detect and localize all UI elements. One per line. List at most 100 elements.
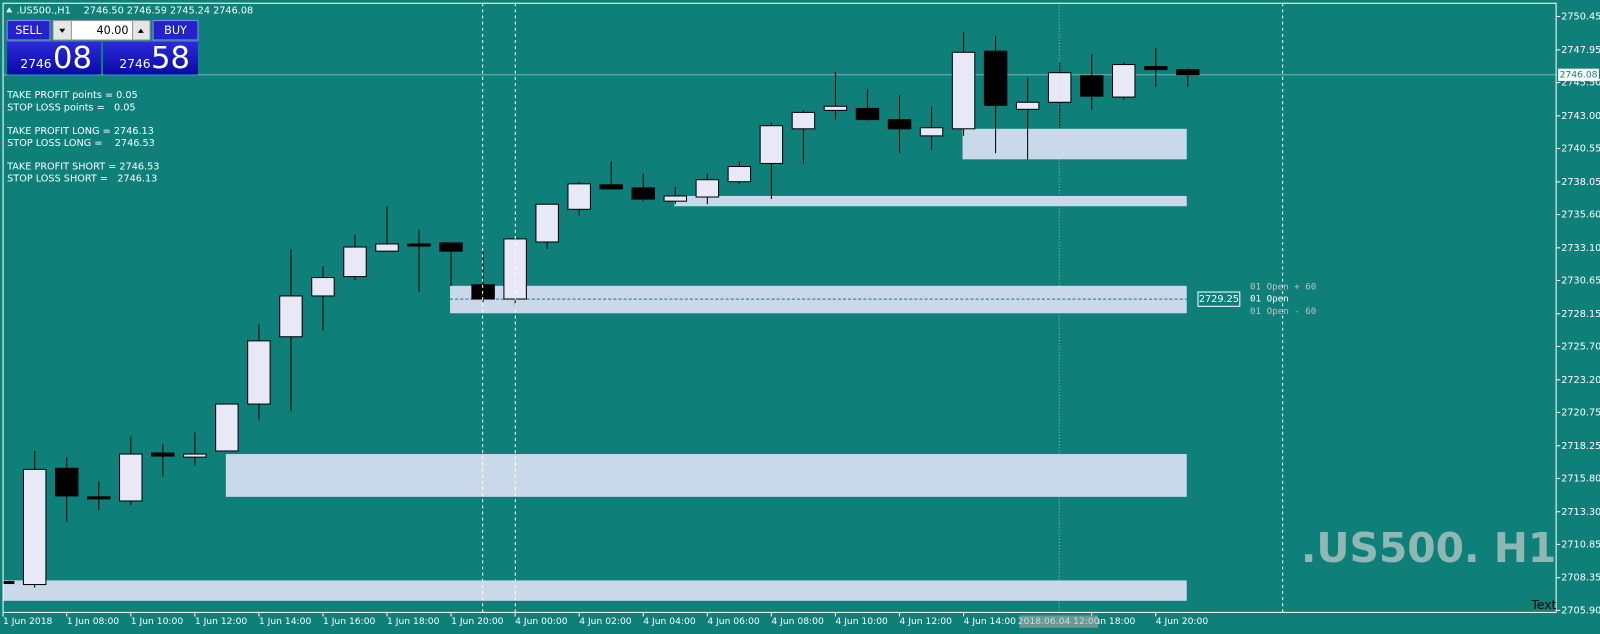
buy-label[interactable]: BUY <box>164 24 187 37</box>
info-line: STOP LOSS points = 0.05 <box>7 102 135 113</box>
y-tick-label: 2725.70 <box>1561 341 1600 352</box>
ask-box[interactable] <box>103 42 198 75</box>
candle-body <box>375 243 399 252</box>
ask-big: 2746 <box>119 57 150 71</box>
watermark: .US500. H1 <box>1301 524 1556 572</box>
y-tick-label: 2747.95 <box>1561 45 1600 56</box>
level-label: 01 Open - 60 <box>1250 306 1316 317</box>
candle-body <box>54 467 79 497</box>
candle-body <box>343 246 367 278</box>
sell-label[interactable]: SELL <box>15 24 42 37</box>
x-tick-label: 1 Jun 08:00 <box>67 616 120 627</box>
candle-body <box>983 50 1008 106</box>
zone <box>3 580 1187 601</box>
x-tick-label: 1 Jun 12:00 <box>195 616 248 627</box>
level-label: 01 Open + 60 <box>1250 281 1316 292</box>
candle-body <box>247 340 271 405</box>
candle-body <box>1079 75 1104 97</box>
x-tick-label: 1 Jun 10:00 <box>131 616 184 627</box>
candle-body <box>791 111 816 130</box>
y-tick-label: 2730.65 <box>1561 275 1600 286</box>
candle-body <box>1176 69 1200 76</box>
candle-body <box>855 107 880 121</box>
candle-body <box>151 452 175 457</box>
plot-area <box>3 31 1557 601</box>
current-price-label: 2746.08 <box>1560 69 1598 80</box>
y-tick-label: 2708.35 <box>1561 573 1600 584</box>
x-tick-label: 4 Jun 00:00 <box>515 616 568 627</box>
candle-body <box>1015 101 1040 110</box>
x-tick-label: 1 Jun 14:00 <box>259 616 312 627</box>
candle-body <box>119 453 143 502</box>
x-tick-label: 4 Jun 02:00 <box>579 616 632 627</box>
y-tick-label: 2720.75 <box>1561 407 1600 418</box>
x-tick-label: 1 Jun 2018 <box>3 616 53 627</box>
candle-body <box>951 51 976 130</box>
candle-body <box>727 166 752 183</box>
ask-small: 58 <box>151 41 190 76</box>
candle-body <box>407 243 431 247</box>
x-tick-label: 1 Jun 16:00 <box>323 616 376 627</box>
current-price-box <box>1558 68 1599 81</box>
candle-body <box>1144 66 1168 71</box>
x-tick-label: 4 Jun 04:00 <box>643 616 696 627</box>
candle-body <box>1111 64 1136 98</box>
quote: 2746.50 2746.59 2745.24 2746.08 <box>84 5 253 16</box>
x-tick-label: 1 Jun 20:00 <box>451 616 504 627</box>
x-tick-label: Jun 18:00 <box>1091 616 1136 627</box>
y-tick-label: 2743.00 <box>1561 111 1600 122</box>
symbol: .US500.,H1 <box>16 5 70 16</box>
x-tick-label: 4 Jun 14:00 <box>964 616 1017 627</box>
y-tick-label: 2728.15 <box>1561 309 1600 320</box>
x-tick-label: 4 Jun 08:00 <box>771 616 824 627</box>
candle-body <box>22 468 47 586</box>
cursor-label: 2018.06.04 12:00 <box>1018 616 1100 627</box>
y-tick-label: 2713.30 <box>1561 507 1600 518</box>
candle-body <box>3 580 15 585</box>
info-line: STOP LOSS LONG = 2746.53 <box>7 138 155 149</box>
marker-label-box <box>1197 291 1241 307</box>
plot-frame <box>2 2 1557 613</box>
info-line: STOP LOSS SHORT = 2746.13 <box>7 174 157 185</box>
zone <box>225 454 1187 497</box>
y-tick-label: 2710.85 <box>1561 539 1600 550</box>
x-tick-label: 4 Jun 10:00 <box>835 616 888 627</box>
trade-panel: SELL 40.00 BUY 2746 08 2746 58 <box>6 20 199 76</box>
y-tick-label: 2733.10 <box>1561 243 1600 254</box>
zone <box>674 195 1187 207</box>
candle-body <box>279 295 303 338</box>
candle-body <box>919 127 944 137</box>
candle-body <box>183 453 207 458</box>
info-line: TAKE PROFIT SHORT = 2746.53 <box>6 161 159 172</box>
candle-body <box>567 183 591 210</box>
buy-button[interactable] <box>152 20 199 41</box>
candle-body <box>535 203 559 243</box>
sell-button[interactable] <box>6 20 51 41</box>
corner-text: Text <box>1531 598 1557 612</box>
y-tick-label: 2735.60 <box>1561 210 1600 221</box>
x-tick-label: 4 Jun 12:00 <box>900 616 953 627</box>
bid-big: 2746 <box>20 57 51 71</box>
y-tick-label: 2715.80 <box>1561 473 1600 484</box>
candle-body <box>823 105 848 111</box>
candle-body <box>439 242 463 252</box>
y-tick-label: 2740.55 <box>1561 144 1600 155</box>
x-tick-label: 4 Jun 06:00 <box>707 616 760 627</box>
candle-body <box>1047 72 1072 103</box>
bid-box[interactable] <box>7 42 102 75</box>
lots-value[interactable]: 40.00 <box>96 24 128 37</box>
marker-label: 2729.25 <box>1199 294 1239 305</box>
arrow-up <box>137 28 144 33</box>
candle-body <box>663 195 688 202</box>
candle-body <box>759 125 784 164</box>
zone <box>962 128 1187 160</box>
y-tick-label: 2738.05 <box>1561 177 1600 188</box>
y-tick-label: 2750.45 <box>1561 12 1600 23</box>
y-tick-label: 2745.50 <box>1561 78 1600 89</box>
candle-body <box>887 119 912 130</box>
y-tick-label: 2705.90 <box>1561 605 1600 616</box>
cursor-label-box <box>1019 615 1098 628</box>
header-icon <box>6 7 13 13</box>
